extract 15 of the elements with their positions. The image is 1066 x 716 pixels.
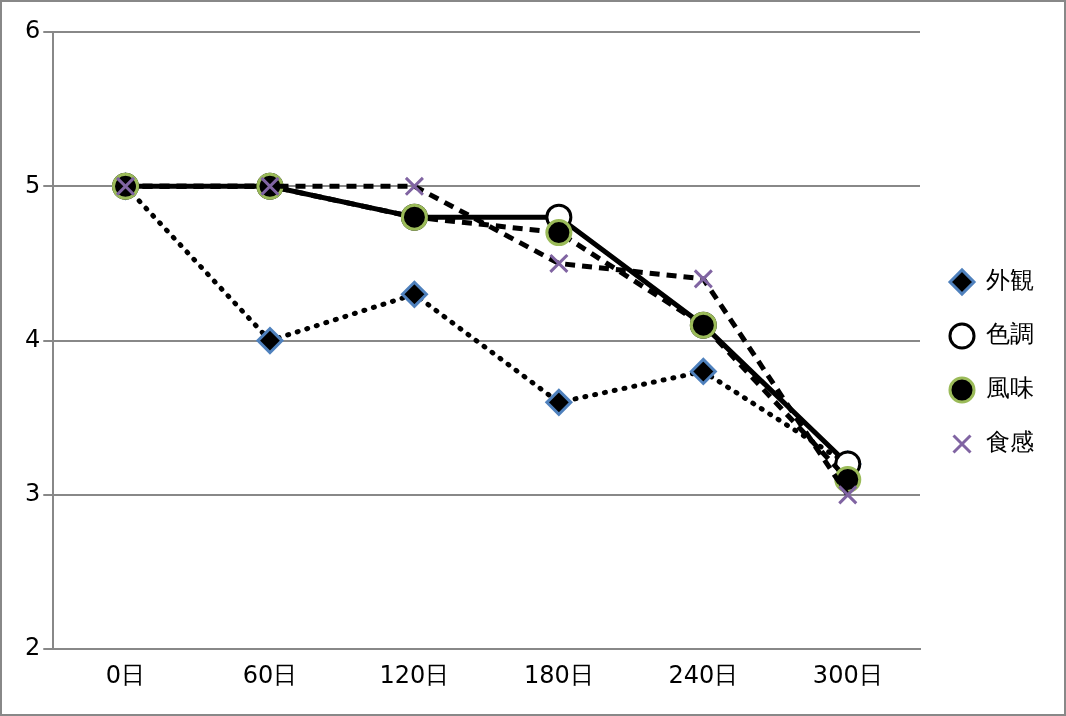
legend-label: 色調: [986, 320, 1034, 349]
y-tick-label: 3: [24, 479, 41, 508]
y-tick-label: 5: [24, 170, 41, 199]
legend-label: 風味: [986, 374, 1034, 403]
x-tick-label: 60日: [242, 660, 298, 689]
y-tick-label: 4: [24, 324, 41, 353]
y-tick-label: 6: [24, 16, 41, 45]
x-tick-label: 120日: [379, 660, 450, 689]
x-tick-label: 0日: [105, 660, 146, 689]
y-tick-label: 2: [24, 633, 41, 662]
x-tick-label: 300日: [812, 660, 883, 689]
legend-label: 外観: [986, 266, 1034, 295]
legend-label: 食感: [986, 428, 1034, 457]
x-tick-label: 180日: [523, 660, 594, 689]
x-tick-label: 240日: [668, 660, 739, 689]
